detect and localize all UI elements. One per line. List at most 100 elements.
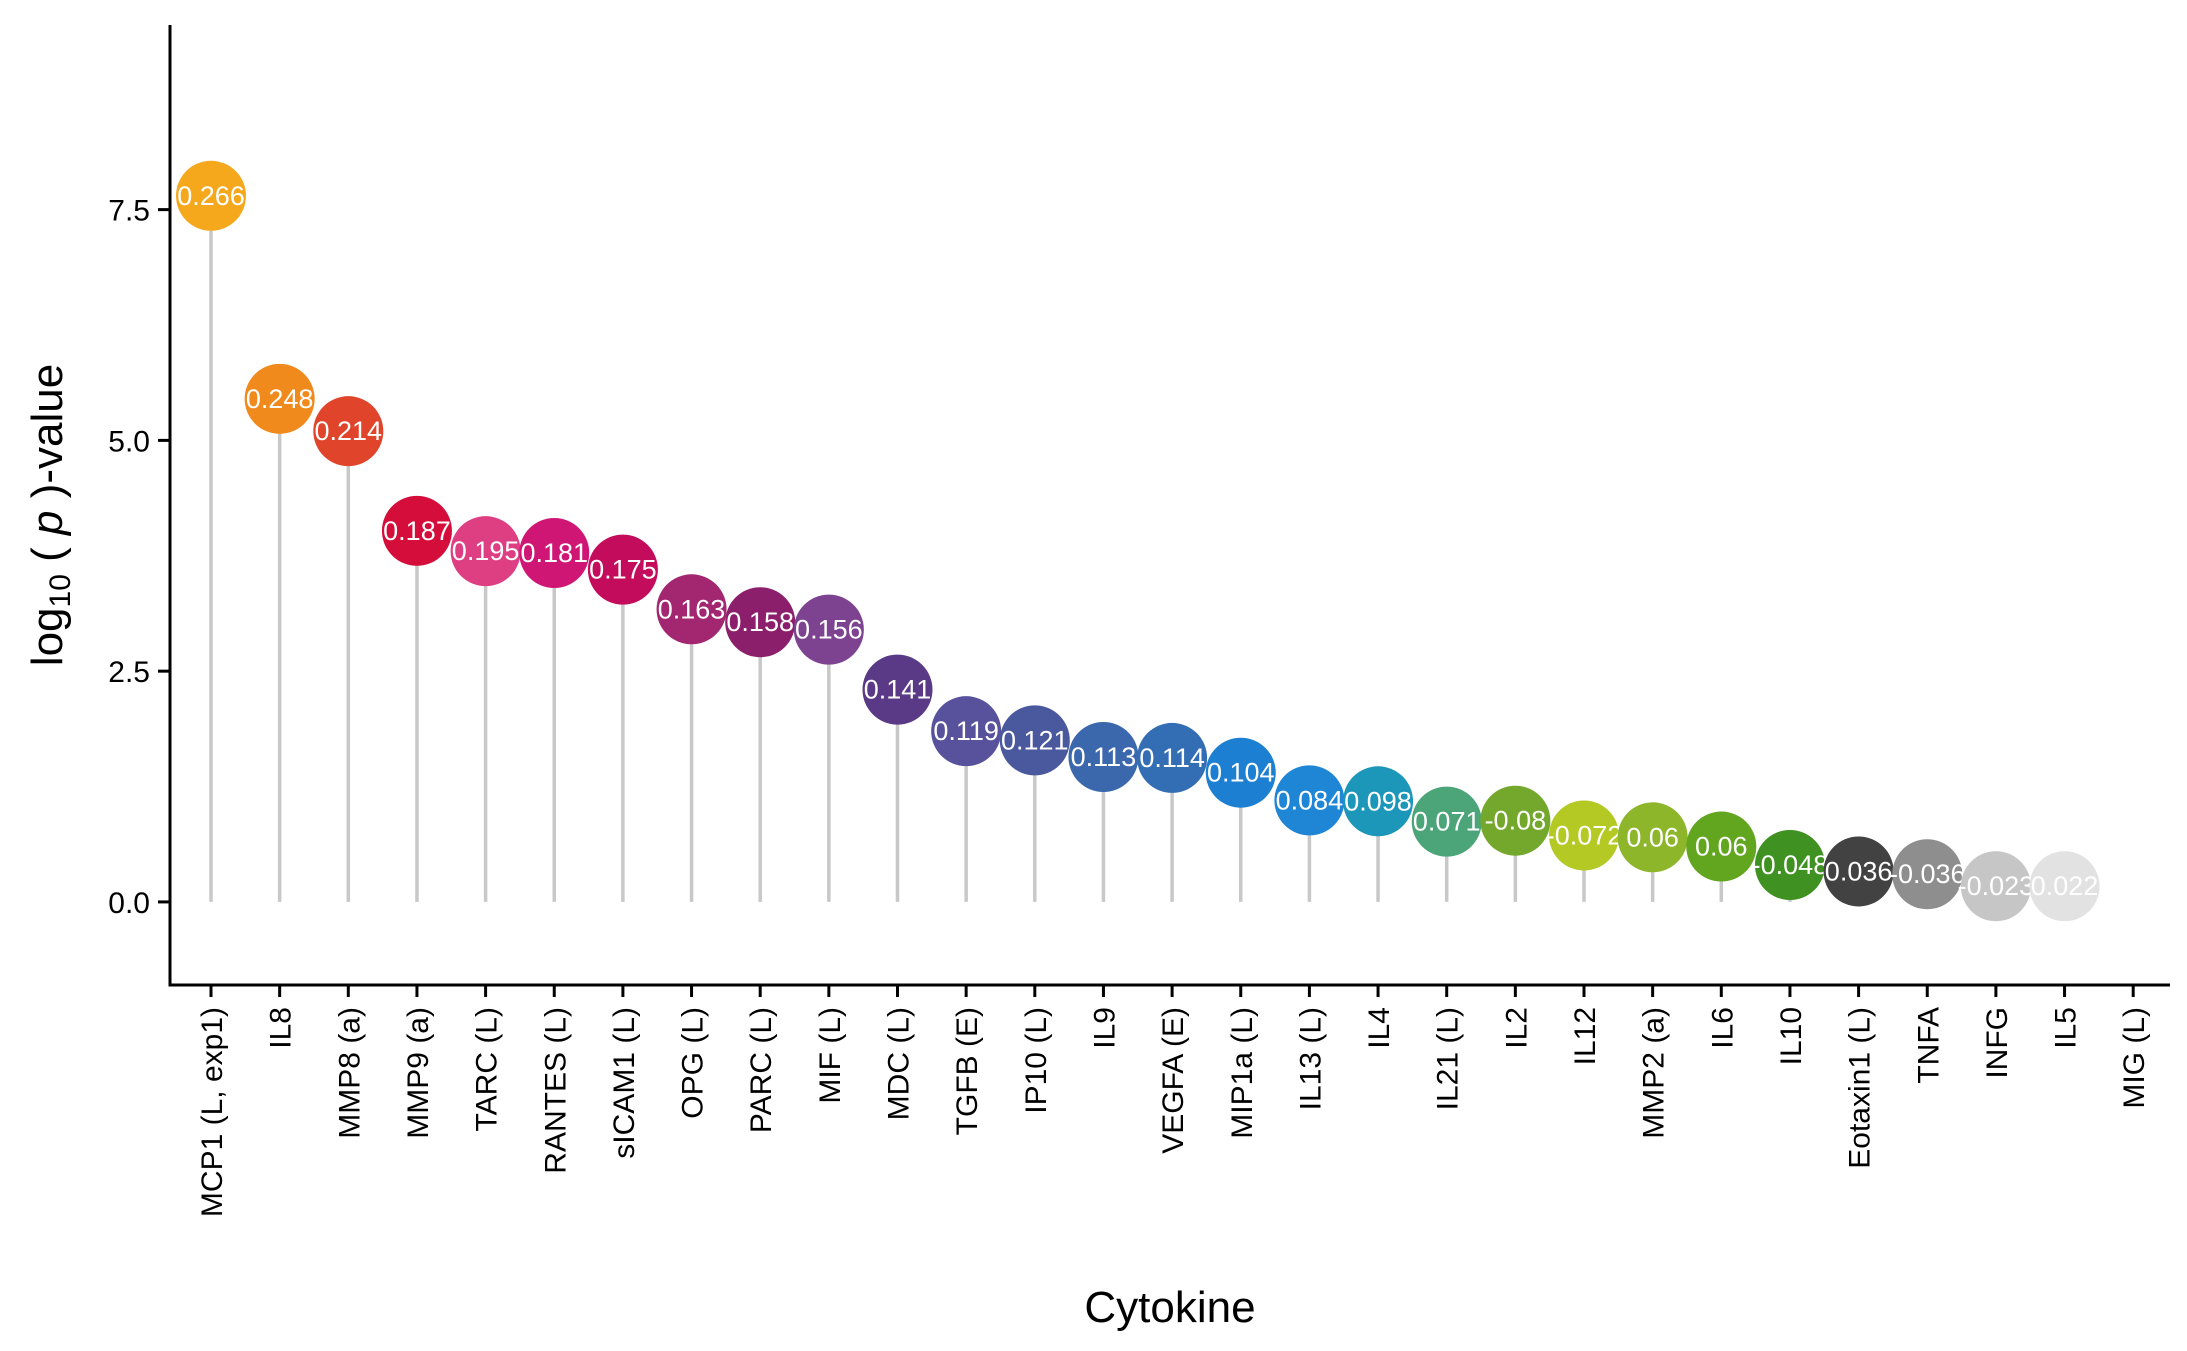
lollipop-point bbox=[313, 396, 384, 467]
point-value-label: 0.113 bbox=[1071, 742, 1137, 772]
x-tick-label: IL4 bbox=[1363, 1007, 1396, 1049]
point-value-label: 0.214 bbox=[315, 416, 383, 446]
lollipop-point bbox=[450, 516, 521, 587]
lollipop-point bbox=[931, 696, 1002, 767]
x-tick-label: IL13 (L) bbox=[1294, 1007, 1327, 1110]
x-tick-label: RANTES (L) bbox=[539, 1007, 572, 1174]
x-tick-label: MCP1 (L, exp1) bbox=[196, 1007, 229, 1217]
lollipop-point bbox=[244, 363, 315, 434]
lollipop-point bbox=[1274, 765, 1345, 836]
point-value-label: 0.121 bbox=[1001, 725, 1069, 755]
x-tick-label: TARC (L) bbox=[471, 1007, 504, 1131]
y-tick-label: 2.5 bbox=[108, 656, 150, 689]
lollipop-point bbox=[1892, 839, 1963, 910]
point-value-label: 0.141 bbox=[864, 675, 932, 705]
lollipop-point bbox=[1617, 802, 1688, 873]
lollipop-point bbox=[656, 574, 727, 645]
x-axis-ticks: MCP1 (L, exp1) IL8 MMP8 (a) MMP9 (a) TARC (L… bbox=[196, 985, 2151, 1217]
point-value-label: 0.098 bbox=[1344, 786, 1412, 816]
x-tick-label: IL10 bbox=[1775, 1007, 1808, 1065]
x-tick-label: IL21 (L) bbox=[1432, 1007, 1465, 1110]
point-value-label: 0.071 bbox=[1413, 807, 1481, 837]
point-value-label: 0.06 bbox=[1626, 822, 1679, 852]
point-value-label: 0.175 bbox=[589, 555, 657, 585]
x-tick-label: TGFB (E) bbox=[951, 1007, 984, 1135]
x-axis-title: Cytokine bbox=[1084, 1283, 1255, 1332]
point-value-label: -0.08 bbox=[1485, 806, 1547, 836]
lollipop-point bbox=[1754, 830, 1825, 900]
y-tick-label: 0.0 bbox=[108, 887, 150, 920]
x-tick-label: OPG (L) bbox=[677, 1007, 710, 1119]
point-value-label: 0.036 bbox=[1825, 856, 1893, 886]
y-axis-title: log10 ( p )-value bbox=[23, 364, 77, 666]
x-tick-label: MIF (L) bbox=[814, 1007, 847, 1104]
lollipop-point bbox=[1480, 785, 1551, 856]
x-tick-label: IL12 bbox=[1569, 1007, 1602, 1065]
lollipop-point bbox=[1960, 851, 2031, 922]
point-value-label: 0.156 bbox=[795, 615, 863, 645]
lollipop-point bbox=[725, 587, 796, 658]
x-tick-label: MIG (L) bbox=[2118, 1007, 2151, 1109]
x-tick-label: IL5 bbox=[2050, 1007, 2083, 1049]
lollipop-point bbox=[1411, 786, 1482, 857]
x-tick-label: PARC (L) bbox=[745, 1007, 778, 1133]
point-value-label: 0.248 bbox=[246, 384, 314, 414]
x-tick-label: Eotaxin1 (L) bbox=[1844, 1007, 1877, 1169]
lollipop-point bbox=[2029, 851, 2100, 922]
point-value-label: -0.072 bbox=[1546, 820, 1623, 850]
y-axis-title-close: )-value bbox=[23, 364, 72, 511]
x-tick-label: MMP8 (a) bbox=[333, 1007, 366, 1139]
lollipop-point bbox=[519, 518, 590, 588]
lollipop-point bbox=[1068, 722, 1139, 792]
x-tick-label: INFG bbox=[1981, 1007, 2014, 1079]
point-value-label: 0.158 bbox=[726, 607, 794, 637]
point-value-label: -0.048 bbox=[1752, 850, 1829, 880]
lollipop-point bbox=[793, 594, 864, 665]
x-tick-label: IL6 bbox=[1706, 1007, 1739, 1049]
lollipop-point bbox=[587, 534, 658, 605]
point-value-label: 0.084 bbox=[1276, 785, 1344, 815]
lollipop-point bbox=[1205, 737, 1276, 808]
y-axis-title-prefix: log bbox=[23, 607, 72, 666]
x-tick-label: TNFA bbox=[1912, 1007, 1945, 1084]
x-tick-label: sICAM1 (L) bbox=[608, 1007, 641, 1159]
point-value-label: 0.114 bbox=[1139, 743, 1205, 773]
y-axis-title-open: ( bbox=[23, 535, 72, 574]
lollipop-point bbox=[1549, 800, 1619, 871]
point-value-label: 0.195 bbox=[452, 536, 520, 566]
x-tick-label: VEGFA (E) bbox=[1157, 1007, 1190, 1154]
y-axis-ticks: 0.0 2.5 5.0 7.5 bbox=[108, 195, 170, 920]
lollipop-point bbox=[1823, 836, 1894, 907]
point-value-label: 0.181 bbox=[520, 538, 588, 568]
y-axis-title-subscript: 10 bbox=[44, 574, 77, 607]
point-value-label: 0.022 bbox=[2031, 871, 2099, 901]
x-tick-label: MIP1a (L) bbox=[1226, 1007, 1259, 1139]
x-tick-label: IL2 bbox=[1500, 1007, 1533, 1049]
lollipop-point bbox=[1686, 811, 1757, 882]
y-tick-label: 7.5 bbox=[108, 195, 150, 228]
lollipop-point bbox=[999, 705, 1070, 776]
point-value-label: 0.163 bbox=[658, 594, 726, 624]
point-value-label: -0.036 bbox=[1889, 859, 1966, 889]
x-tick-label: MMP9 (a) bbox=[402, 1007, 435, 1139]
point-value-label: 0.119 bbox=[933, 716, 999, 746]
x-tick-label: IL8 bbox=[265, 1007, 298, 1049]
x-tick-label: MMP2 (a) bbox=[1638, 1007, 1671, 1139]
x-tick-label: IL9 bbox=[1088, 1007, 1121, 1049]
lollipop-point bbox=[862, 654, 933, 725]
x-tick-label: IP10 (L) bbox=[1020, 1007, 1053, 1114]
point-value-label: 0.104 bbox=[1207, 758, 1275, 788]
lollipop-point bbox=[1137, 722, 1208, 793]
point-value-label: 0.06 bbox=[1695, 832, 1748, 862]
y-tick-label: 5.0 bbox=[108, 425, 150, 458]
point-value-label: 0.266 bbox=[177, 181, 245, 211]
lollipop-point bbox=[381, 495, 452, 566]
x-tick-label: MDC (L) bbox=[883, 1007, 916, 1120]
point-value-label: 0.187 bbox=[383, 516, 451, 546]
lollipop-point bbox=[176, 160, 246, 231]
point-value-label: -0.023 bbox=[1958, 871, 2035, 901]
lollipop-point bbox=[1343, 766, 1414, 837]
y-axis-title-p: p bbox=[23, 511, 72, 537]
